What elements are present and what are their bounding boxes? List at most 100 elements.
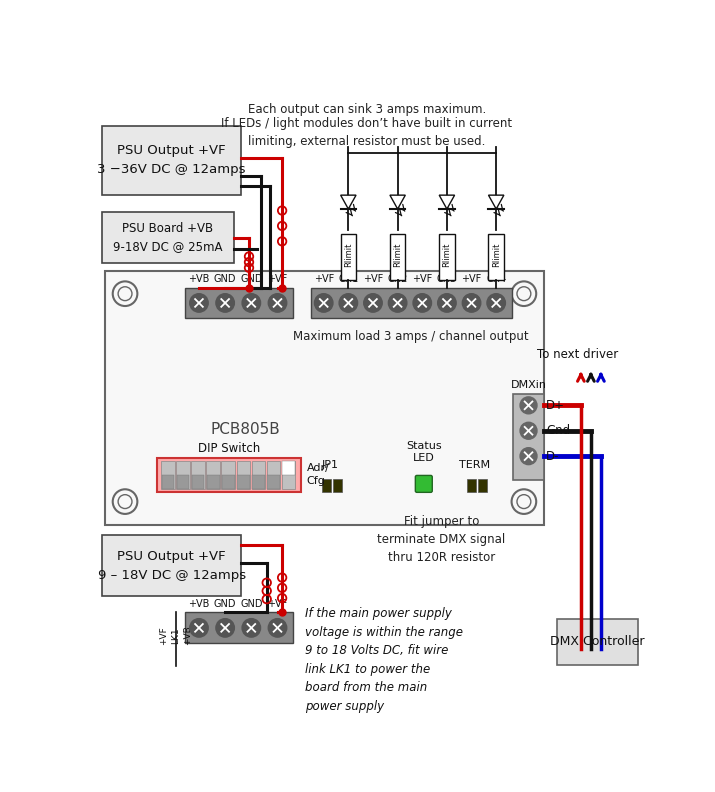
Polygon shape (340, 195, 356, 209)
Text: PSU Output +VF
3 −36V DC @ 12amps: PSU Output +VF 3 −36V DC @ 12amps (97, 144, 246, 177)
Text: +VF: +VF (412, 275, 433, 284)
Bar (333, 479, 342, 492)
Bar (207, 461, 220, 489)
Bar (439, 234, 455, 280)
Text: D+: D+ (546, 399, 566, 412)
Text: Rlimit: Rlimit (393, 242, 402, 267)
Text: Adr/
Cfg: Adr/ Cfg (307, 463, 330, 485)
Circle shape (413, 294, 432, 312)
Text: Gnd: Gnd (546, 425, 571, 437)
Bar (390, 234, 405, 280)
Text: +VF: +VF (267, 275, 287, 284)
Circle shape (268, 619, 287, 637)
Circle shape (388, 294, 407, 312)
Bar (513, 394, 544, 480)
Circle shape (339, 294, 358, 312)
Bar (282, 461, 295, 474)
Bar (222, 474, 235, 489)
Text: PSU Board +VB
9-18V DC @ 25mA: PSU Board +VB 9-18V DC @ 25mA (113, 222, 222, 253)
Text: +VF: +VF (314, 275, 334, 284)
Text: Fit jumper to
terminate DMX signal
thru 120R resistor: Fit jumper to terminate DMX signal thru … (378, 515, 506, 564)
Text: Each output can sink 3 amps maximum.: Each output can sink 3 amps maximum. (247, 103, 486, 116)
Circle shape (520, 397, 537, 413)
Text: PSU Output +VF
9 – 18V DC @ 12amps: PSU Output +VF 9 – 18V DC @ 12amps (97, 550, 246, 581)
Text: +VF: +VF (363, 275, 383, 284)
Bar (177, 474, 189, 489)
Text: If LEDs / light modules don’t have built in current
limiting, external resistor : If LEDs / light modules don’t have built… (221, 116, 513, 147)
Circle shape (216, 294, 235, 312)
Circle shape (242, 294, 260, 312)
Bar (192, 474, 204, 489)
Bar (207, 474, 220, 489)
Text: GND: GND (240, 600, 262, 609)
Text: +VF: +VF (267, 600, 287, 609)
Bar (185, 612, 293, 643)
Circle shape (520, 447, 537, 465)
Bar (222, 461, 235, 489)
Polygon shape (439, 195, 455, 209)
Text: Rlimit: Rlimit (492, 242, 500, 267)
Circle shape (216, 619, 235, 637)
Text: CH3: CH3 (437, 275, 457, 284)
Bar (102, 126, 242, 195)
Bar (267, 461, 280, 489)
Text: DIP Switch: DIP Switch (198, 443, 260, 455)
Text: PCB805B: PCB805B (210, 422, 280, 437)
Circle shape (268, 294, 287, 312)
Bar (237, 474, 250, 489)
Text: Maximum load 3 amps / channel output: Maximum load 3 amps / channel output (293, 330, 528, 343)
Text: JP1: JP1 (321, 460, 338, 470)
Circle shape (189, 619, 208, 637)
Circle shape (242, 619, 260, 637)
Bar (282, 461, 295, 489)
Text: DMX Controller: DMX Controller (550, 635, 645, 648)
Bar (177, 461, 189, 489)
Bar (105, 271, 544, 524)
Bar (488, 234, 504, 280)
Text: Rlimit: Rlimit (443, 242, 451, 267)
Bar (237, 461, 250, 489)
Circle shape (520, 422, 537, 440)
Text: CH2: CH2 (388, 275, 408, 284)
Bar (312, 287, 512, 318)
Text: TERM: TERM (459, 460, 490, 470)
Text: Rlimit: Rlimit (344, 242, 352, 267)
Polygon shape (390, 195, 405, 209)
Circle shape (463, 294, 480, 312)
Circle shape (364, 294, 383, 312)
Circle shape (438, 294, 456, 312)
Polygon shape (488, 195, 504, 209)
Text: CH1: CH1 (338, 275, 358, 284)
Text: D-: D- (546, 450, 560, 463)
Bar (322, 479, 331, 492)
Bar (252, 474, 265, 489)
Text: +VF: +VF (461, 275, 482, 284)
Text: +VB: +VB (188, 600, 209, 609)
Bar (252, 461, 265, 489)
Bar (557, 619, 638, 664)
Text: CH4: CH4 (486, 275, 506, 284)
Text: +VF
LK1
+VB: +VF LK1 +VB (159, 626, 192, 645)
Bar (340, 234, 356, 280)
Text: To next driver: To next driver (538, 348, 618, 360)
Bar (478, 479, 487, 492)
Text: GND: GND (214, 275, 237, 284)
Text: DMXin: DMXin (511, 380, 546, 390)
Bar (185, 287, 293, 318)
Bar (102, 212, 234, 263)
Bar (192, 461, 205, 489)
Text: +VB: +VB (188, 275, 209, 284)
Text: If the main power supply
voltage is within the range
9 to 18 Volts DC, fit wire
: If the main power supply voltage is with… (305, 607, 463, 713)
Circle shape (487, 294, 506, 312)
FancyBboxPatch shape (415, 475, 433, 493)
Bar (467, 479, 476, 492)
Bar (102, 535, 242, 596)
Circle shape (189, 294, 208, 312)
FancyBboxPatch shape (157, 458, 302, 492)
Text: Status
LED: Status LED (406, 440, 442, 463)
Bar (162, 474, 174, 489)
Bar (267, 474, 280, 489)
Bar (162, 461, 174, 489)
Text: GND: GND (214, 600, 237, 609)
Text: GND: GND (240, 275, 262, 284)
